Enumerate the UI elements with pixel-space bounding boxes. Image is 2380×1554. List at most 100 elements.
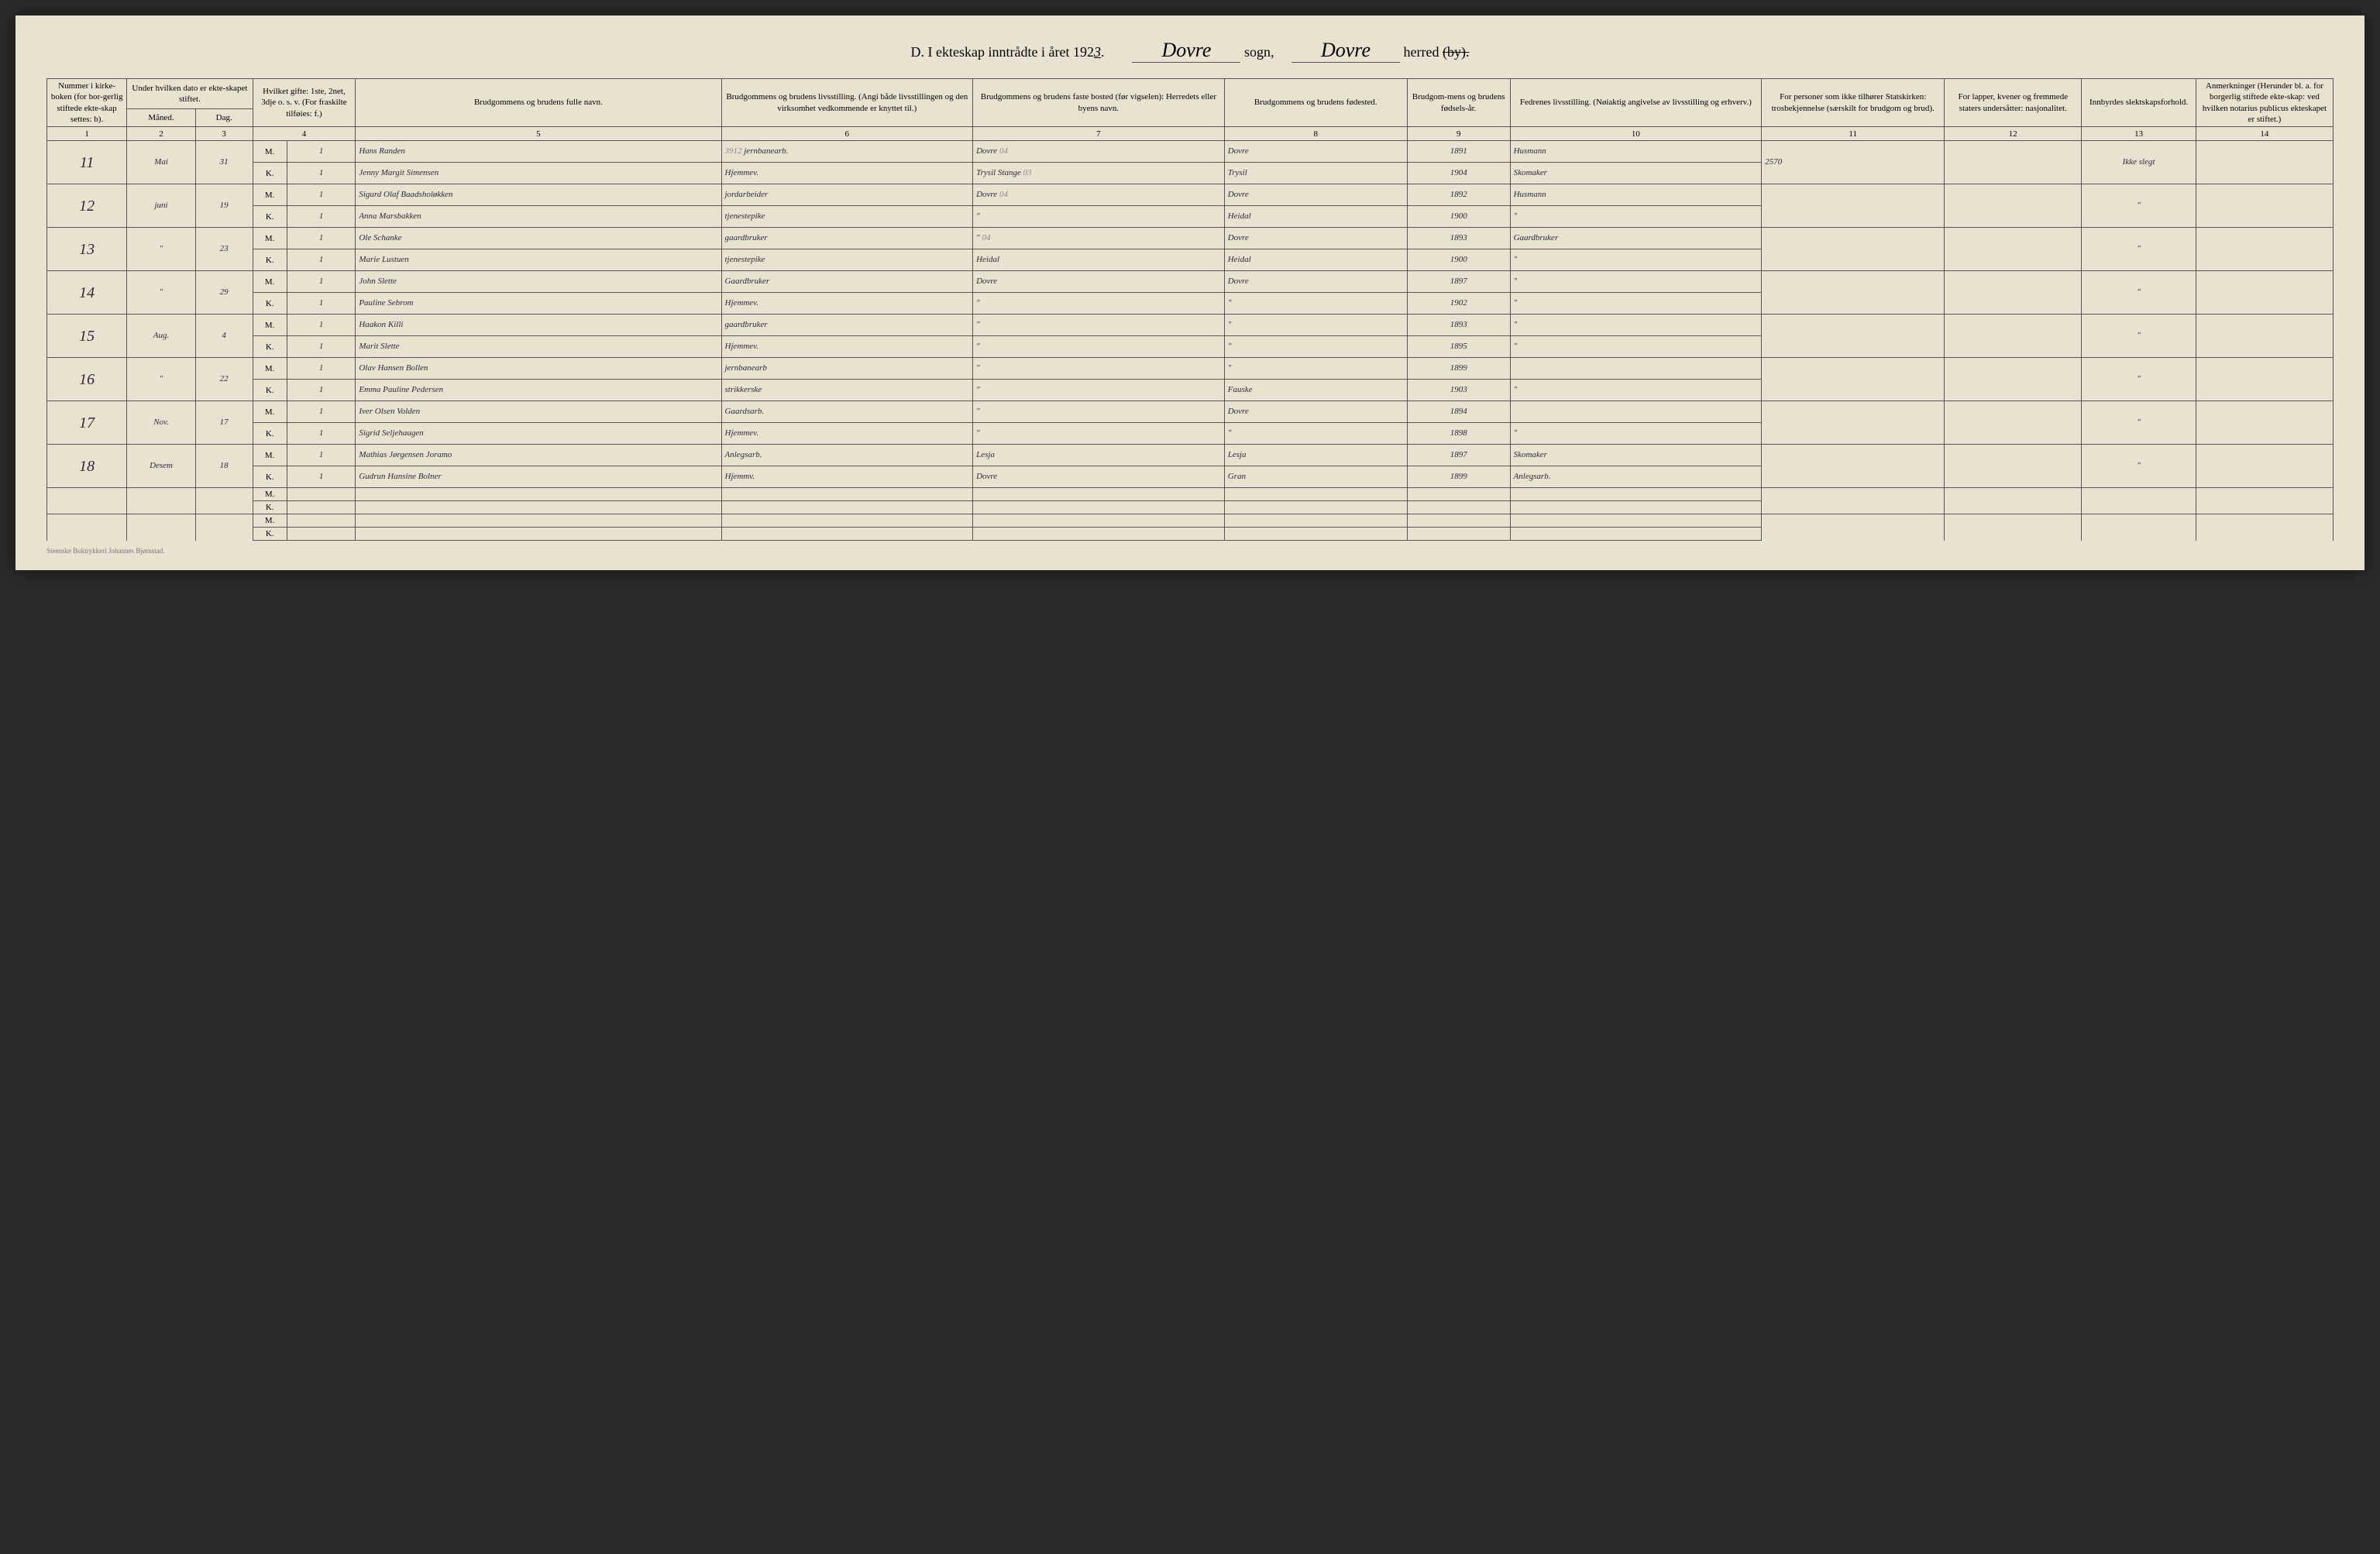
form-letter: D. xyxy=(911,44,925,60)
col-header-13: Innbyrdes slektskapsforhold. xyxy=(2082,79,2196,127)
ledger-page: D. I ekteskap inntrådte i året 1923. Dov… xyxy=(15,15,2365,570)
col-header-10: Fedrenes livsstilling. (Nøiaktig angivel… xyxy=(1510,79,1762,127)
table-row: M. xyxy=(47,488,2334,501)
title-pre: I ekteskap inntrådte i året 192 xyxy=(928,44,1094,60)
colnum: 9 xyxy=(1407,127,1510,141)
bride-label: K. xyxy=(253,380,287,401)
colnum: 12 xyxy=(1945,127,2082,141)
entry-number: 18 xyxy=(47,445,127,488)
sogn-label: sogn, xyxy=(1244,44,1274,60)
col-header-2: Under hvilken dato er ekte-skapet stifte… xyxy=(127,79,253,109)
kinship: Ikke slegt xyxy=(2082,141,2196,184)
page-header: D. I ekteskap inntrådte i året 1923. Dov… xyxy=(46,39,2334,63)
colnum: 14 xyxy=(2196,127,2333,141)
col-header-8: Brudgommens og brudens fødested. xyxy=(1224,79,1407,127)
printer-footer: Steenske Boktrykkeri Johannes Bjørnstad. xyxy=(46,547,2334,555)
month: Nov. xyxy=(127,401,196,445)
sogn-value: Dovre xyxy=(1132,39,1240,63)
bride-label: K. xyxy=(253,293,287,315)
groom-label: M. xyxy=(253,401,287,423)
day: 23 xyxy=(195,228,253,271)
colnum: 4 xyxy=(253,127,356,141)
colnum: 3 xyxy=(195,127,253,141)
col-header-11: For personer som ikke tilhører Statskirk… xyxy=(1762,79,1945,127)
col-header-4: Hvilket gifte: 1ste, 2net, 3dje o. s. v.… xyxy=(253,79,356,127)
groom-label: M. xyxy=(253,445,287,466)
bride-label: K. xyxy=(253,163,287,184)
month: " xyxy=(127,271,196,315)
col-header-5: Brudgommens og brudens fulle navn. xyxy=(356,79,721,127)
kinship: " xyxy=(2082,401,2196,445)
kinship: " xyxy=(2082,271,2196,315)
kinship: " xyxy=(2082,315,2196,358)
table-row: 15Aug.4M.1Haakon Killigaardbruker""1893"… xyxy=(47,315,2334,336)
kinship: " xyxy=(2082,358,2196,401)
day: 19 xyxy=(195,184,253,228)
groom-label: M. xyxy=(253,271,287,293)
colnum: 7 xyxy=(973,127,1225,141)
month: " xyxy=(127,228,196,271)
col-header-6: Brudgommens og brudens livsstilling. (An… xyxy=(721,79,973,127)
colnum: 11 xyxy=(1762,127,1945,141)
table-head: Nummer i kirke-boken (for bor-gerlig sti… xyxy=(47,79,2334,141)
col-header-month: Måned. xyxy=(127,109,196,127)
entry-number: 17 xyxy=(47,401,127,445)
year-digit: 3 xyxy=(1094,44,1101,60)
entry-number: 14 xyxy=(47,271,127,315)
day: 22 xyxy=(195,358,253,401)
month: Desem xyxy=(127,445,196,488)
table-row: 14"29M.1John SletteGaardbrukerDovreDovre… xyxy=(47,271,2334,293)
day: 29 xyxy=(195,271,253,315)
table-row: 13"23M.1Ole Schankegaardbruker" 04Dovre1… xyxy=(47,228,2334,249)
col-header-1: Nummer i kirke-boken (for bor-gerlig sti… xyxy=(47,79,127,127)
kinship: " xyxy=(2082,184,2196,228)
bride-label: K. xyxy=(253,336,287,358)
table-row: 17Nov.17M.1Iver Olsen VoldenGaardsarb."D… xyxy=(47,401,2334,423)
groom-label: M. xyxy=(253,228,287,249)
col-header-7: Brudgommens og brudens faste bosted (før… xyxy=(973,79,1225,127)
bride-label: K. xyxy=(253,423,287,445)
colnum: 10 xyxy=(1510,127,1762,141)
herred-label: herred xyxy=(1403,44,1439,60)
col-header-day: Dag. xyxy=(195,109,253,127)
colnum: 5 xyxy=(356,127,721,141)
colnum: 2 xyxy=(127,127,196,141)
entry-number: 12 xyxy=(47,184,127,228)
col-header-12: For lapper, kvener og fremmede staters u… xyxy=(1945,79,2082,127)
groom-label: M. xyxy=(253,141,287,163)
day: 18 xyxy=(195,445,253,488)
entry-number: 15 xyxy=(47,315,127,358)
entry-number: 16 xyxy=(47,358,127,401)
table-row: 11Mai31M.1Hans Randen3912 jernbanearb.Do… xyxy=(47,141,2334,163)
colnum: 13 xyxy=(2082,127,2196,141)
day: 4 xyxy=(195,315,253,358)
column-number-row: 1 2 3 4 5 6 7 8 9 10 11 12 13 14 xyxy=(47,127,2334,141)
month: juni xyxy=(127,184,196,228)
herred-strike: (by). xyxy=(1443,44,1470,60)
kinship: " xyxy=(2082,445,2196,488)
col-header-9: Brudgom-mens og brudens fødsels-år. xyxy=(1407,79,1510,127)
bride-label: K. xyxy=(253,249,287,271)
month: " xyxy=(127,358,196,401)
groom-label: M. xyxy=(253,184,287,206)
kinship: " xyxy=(2082,228,2196,271)
colnum: 6 xyxy=(721,127,973,141)
table-row: 18Desem18M.1Mathias Jørgensen JoramoAnle… xyxy=(47,445,2334,466)
month: Mai xyxy=(127,141,196,184)
ledger-table: Nummer i kirke-boken (for bor-gerlig sti… xyxy=(46,78,2334,541)
entry-number: 13 xyxy=(47,228,127,271)
col-header-14: Anmerkninger (Herunder bl. a. for borger… xyxy=(2196,79,2333,127)
month: Aug. xyxy=(127,315,196,358)
table-row: M. xyxy=(47,514,2334,528)
colnum: 1 xyxy=(47,127,127,141)
groom-label: M. xyxy=(253,315,287,336)
bride-label: K. xyxy=(253,466,287,488)
table-row: 12juni19M.1Sigurd Olaf Baadsholøkkenjord… xyxy=(47,184,2334,206)
table-row: 16"22M.1Olav Hansen Bollenjernbanearb""1… xyxy=(47,358,2334,380)
groom-label: M. xyxy=(253,358,287,380)
day: 31 xyxy=(195,141,253,184)
bride-label: K. xyxy=(253,206,287,228)
entry-number: 11 xyxy=(47,141,127,184)
colnum: 8 xyxy=(1224,127,1407,141)
table-body: 11Mai31M.1Hans Randen3912 jernbanearb.Do… xyxy=(47,141,2334,541)
